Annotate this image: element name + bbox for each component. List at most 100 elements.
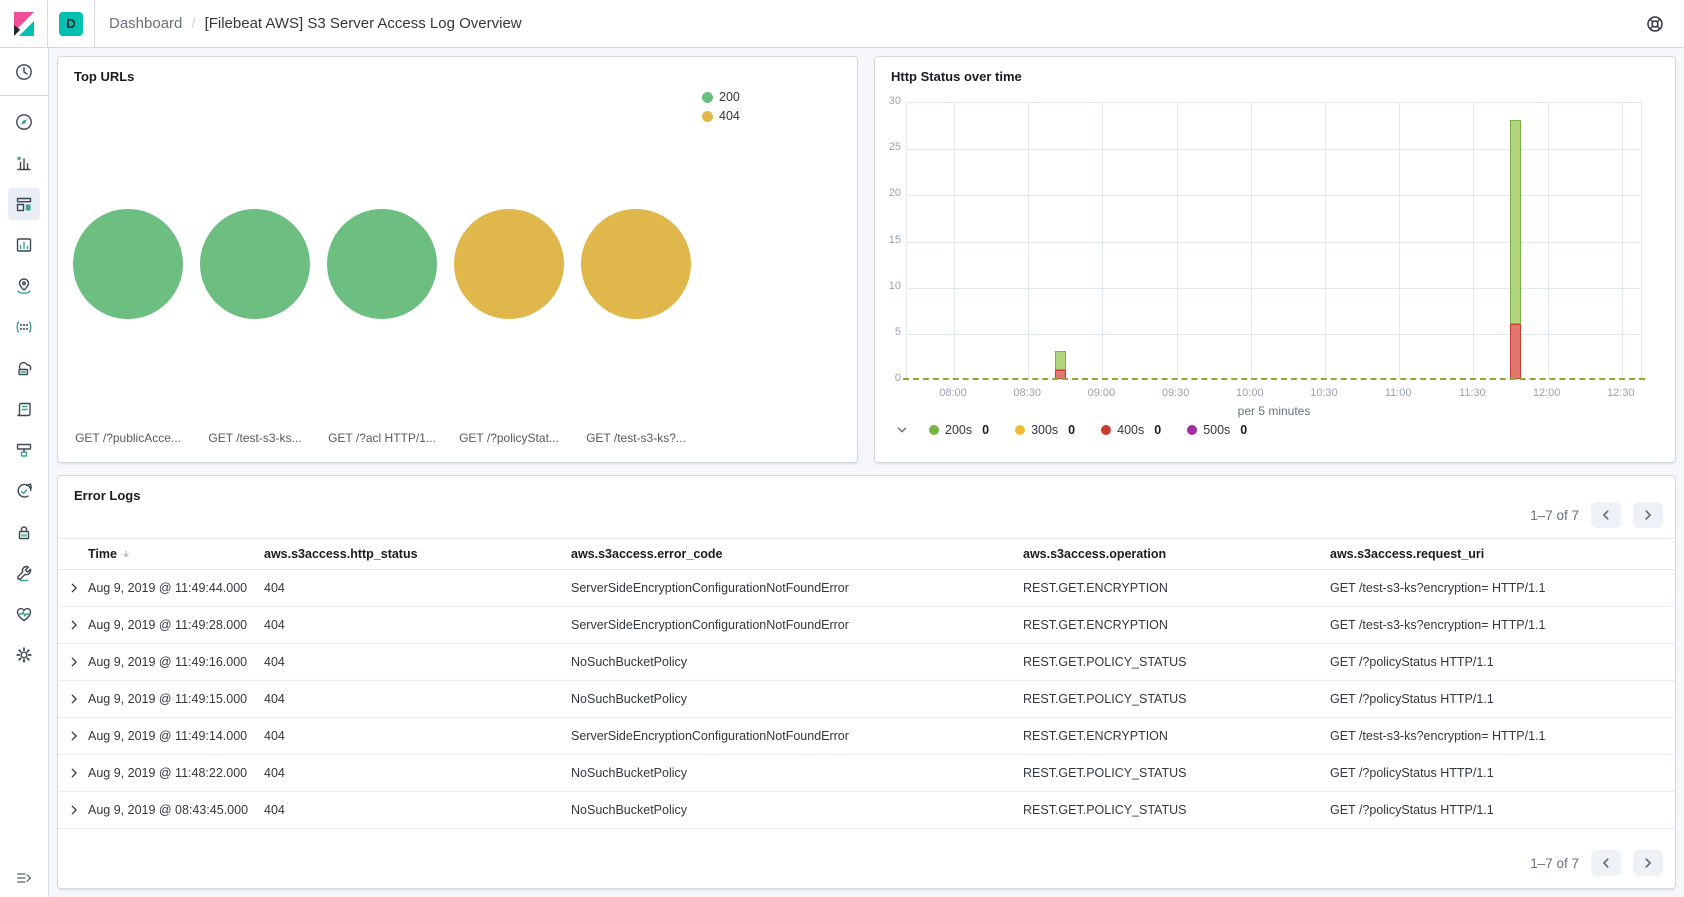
- bubble-200[interactable]: [327, 209, 437, 319]
- cell-request-uri: GET /?policyStatus HTTP/1.1: [1330, 803, 1494, 817]
- expand-row-button[interactable]: [58, 570, 80, 607]
- cell-request-uri: GET /test-s3-ks?encryption= HTTP/1.1: [1330, 618, 1546, 632]
- sidebar-item-discover[interactable]: [8, 106, 40, 138]
- legend-item[interactable]: 200: [702, 90, 740, 104]
- http-status-plot: [903, 102, 1645, 380]
- gridline-h: [907, 195, 1641, 197]
- cell-time: Aug 9, 2019 @ 11:49:16.000: [88, 655, 248, 669]
- logs-scroll-icon: [17, 402, 31, 417]
- bar-segment-200s[interactable]: [1509, 120, 1521, 324]
- previous-page-button[interactable]: [1591, 502, 1621, 528]
- column-header-error-code[interactable]: aws.s3access.error_code: [571, 547, 723, 561]
- bubble-404[interactable]: [454, 209, 564, 319]
- cell-request-uri: GET /?policyStatus HTTP/1.1: [1330, 766, 1494, 780]
- zero-baseline: [903, 378, 1645, 380]
- table-row: Aug 9, 2019 @ 11:49:28.000 404 ServerSideE…: [58, 607, 1675, 644]
- dashboard-content: Top URLs GET /?publicAcce... GET /test-s3…: [49, 48, 1684, 897]
- chevron-right-icon: [71, 620, 77, 630]
- cell-operation: REST.GET.POLICY_STATUS: [1023, 766, 1187, 780]
- legend-label: 404: [719, 109, 740, 123]
- column-header-time-label: Time: [88, 547, 117, 561]
- x-axis-label: 08:30: [1013, 387, 1041, 399]
- cell-error-code: ServerSideEncryptionConfigurationNotFoun…: [571, 618, 849, 632]
- cell-http-status: 404: [264, 581, 285, 595]
- sidebar-item-uptime[interactable]: [8, 475, 40, 507]
- apm-trace-icon: [16, 443, 32, 457]
- sidebar-item-dev-tools[interactable]: [8, 557, 40, 589]
- expand-row-button[interactable]: [58, 681, 80, 718]
- sidebar-item-dashboard[interactable]: [8, 188, 40, 220]
- cell-time: Aug 9, 2019 @ 08:43:45.000: [88, 803, 249, 817]
- sidebar-item-visualize[interactable]: [8, 147, 40, 179]
- cell-time: Aug 9, 2019 @ 11:49:28.000: [88, 618, 248, 632]
- expand-row-button[interactable]: [58, 755, 80, 792]
- legend-item[interactable]: 404: [702, 109, 740, 123]
- sidebar-item-maps[interactable]: [8, 270, 40, 302]
- panel-title-http-status: Http Status over time: [891, 69, 1022, 84]
- http-status-chart: per 5 minutes 200s 0 300s 0 400s 0 500s 0 0 5 10 1…: [875, 57, 1675, 462]
- cell-operation: REST.GET.POLICY_STATUS: [1023, 655, 1187, 669]
- x-axis-label: 09:00: [1087, 387, 1116, 399]
- legend-series-name: 400s: [1117, 423, 1145, 437]
- legend-item[interactable]: 500s 0: [1187, 423, 1247, 437]
- sidebar-item-siem[interactable]: [8, 516, 40, 548]
- next-page-button[interactable]: [1633, 502, 1663, 528]
- pagination-bottom: 1–7 of 7: [1530, 850, 1663, 876]
- breadcrumb: Dashboard / [Filebeat AWS] S3 Server Acc…: [109, 15, 522, 32]
- legend-dot-icon: [929, 425, 939, 435]
- collapse-nav-toggle[interactable]: [15, 869, 33, 887]
- cell-operation: REST.GET.ENCRYPTION: [1023, 618, 1168, 632]
- legend-series-name: 500s: [1203, 423, 1231, 437]
- chevron-down-icon[interactable]: [895, 423, 909, 437]
- y-axis-label: 15: [888, 233, 901, 246]
- sidebar-item-logs[interactable]: [8, 393, 40, 425]
- legend-item[interactable]: 200s 0: [929, 423, 989, 437]
- bubble-404[interactable]: [581, 209, 691, 319]
- previous-page-button[interactable]: [1591, 850, 1621, 876]
- y-axis-label: 20: [888, 187, 901, 200]
- sidebar-item-apm[interactable]: [8, 434, 40, 466]
- x-axis-label: 12:00: [1532, 387, 1561, 399]
- legend-series-value: 0: [1068, 423, 1076, 437]
- breadcrumb-dashboard-link[interactable]: Dashboard: [109, 15, 183, 32]
- sidebar-item-management[interactable]: [8, 639, 40, 671]
- kibana-home-button[interactable]: [0, 0, 48, 47]
- http-status-legend: 200s 0 300s 0 400s 0 500s 0: [895, 423, 1247, 437]
- sidebar-item-recently-viewed[interactable]: [8, 56, 40, 88]
- column-header-request-uri[interactable]: aws.s3access.request_uri: [1330, 547, 1485, 561]
- expand-row-button[interactable]: [58, 644, 80, 681]
- x-axis-label: 08:00: [939, 387, 967, 399]
- legend-dot-icon: [1187, 425, 1198, 435]
- next-page-button[interactable]: [1633, 850, 1663, 876]
- table-row: Aug 9, 2019 @ 11:49:16.000 404 NoSuchBucke…: [58, 644, 1675, 681]
- cell-request-uri: GET /?policyStatus HTTP/1.1: [1330, 692, 1494, 706]
- sidebar-item-metrics[interactable]: [8, 352, 40, 384]
- bar-segment-200s[interactable]: [1054, 351, 1066, 370]
- sort-control-time[interactable]: Time: [88, 547, 131, 561]
- table-row: Aug 9, 2019 @ 11:49:15.000 404 NoSuchBucke…: [58, 681, 1675, 718]
- expand-row-button[interactable]: [58, 792, 80, 829]
- help-menu-button[interactable]: [1645, 14, 1665, 34]
- x-axis-label: 11:30: [1459, 387, 1486, 399]
- expand-row-button[interactable]: [58, 607, 80, 644]
- sidebar-item-stack-monitoring[interactable]: [8, 598, 40, 630]
- error-logs-table: Time aws.s3access.http_status aws.s3acce…: [58, 538, 1675, 829]
- legend-item[interactable]: 300s 0: [1015, 423, 1075, 437]
- space-badge[interactable]: D: [59, 11, 83, 36]
- cell-error-code: NoSuchBucketPolicy: [571, 692, 688, 706]
- bar-segment-400s[interactable]: [1509, 323, 1521, 379]
- column-header-http-status[interactable]: aws.s3access.http_status: [264, 547, 418, 561]
- table-row: Aug 9, 2019 @ 11:48:22.000 404 NoSuchBucke…: [58, 755, 1675, 792]
- expand-row-button[interactable]: [58, 718, 80, 755]
- sidebar-item-machine-learning[interactable]: [8, 311, 40, 343]
- column-header-operation[interactable]: aws.s3access.operation: [1023, 547, 1167, 561]
- sidebar-item-canvas[interactable]: [8, 229, 40, 261]
- legend-dot-icon: [1015, 425, 1026, 435]
- panel-title-top-urls: Top URLs: [74, 69, 135, 84]
- gridline-h: [907, 333, 1641, 335]
- kibana-logo-icon: [13, 11, 34, 36]
- legend-item[interactable]: 400s 0: [1101, 423, 1161, 437]
- heart-pulse-icon: [16, 607, 32, 622]
- bubble-200[interactable]: [200, 209, 310, 319]
- bubble-200[interactable]: [73, 209, 183, 319]
